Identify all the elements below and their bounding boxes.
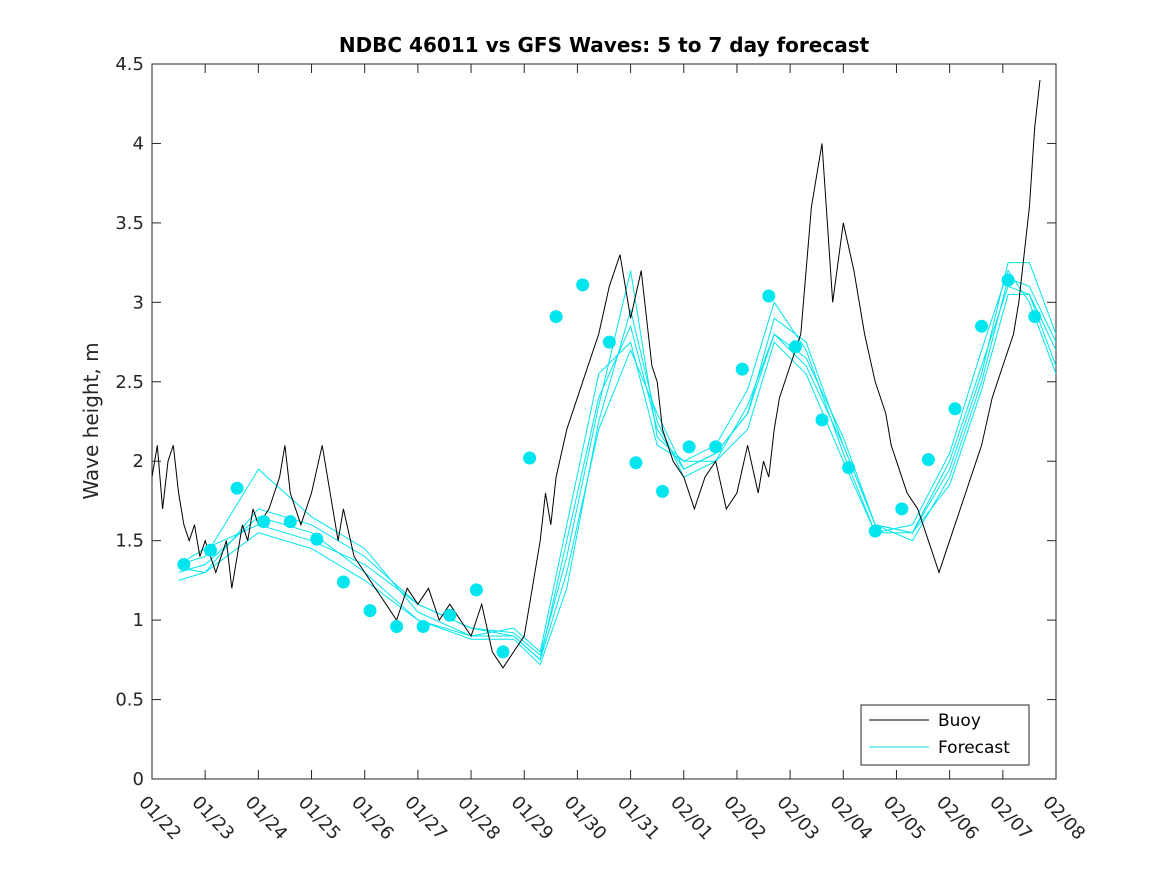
y-tick-label: 4.5: [115, 54, 144, 75]
forecast-marker: [416, 620, 430, 633]
plot-area: [151, 63, 1057, 780]
chart-title: NDBC 46011 vs GFS Waves: 5 to 7 day fore…: [339, 33, 870, 57]
forecast-marker: [469, 583, 483, 597]
legend-buoy-label: Buoy: [938, 711, 981, 731]
forecast-marker: [1028, 310, 1042, 324]
y-tick-label: 0: [133, 769, 144, 790]
forecast-line-4: [178, 262, 1057, 656]
forecast-marker: [576, 278, 590, 292]
y-tick-label: 4: [133, 133, 144, 154]
y-tick-label: 0.5: [115, 690, 144, 711]
forecast-marker: [230, 481, 244, 495]
forecast-marker: [496, 645, 510, 659]
forecast-marker: [602, 335, 616, 349]
forecast-line-5: [178, 293, 1057, 661]
forecast-marker: [735, 362, 749, 376]
legend: Buoy Forecast: [860, 704, 1030, 766]
forecast-marker: [177, 558, 191, 571]
forecast-marker: [283, 515, 297, 529]
forecast-marker: [762, 289, 776, 303]
forecast-marker: [257, 515, 271, 529]
forecast-marker: [523, 451, 537, 465]
forecast-marker: [788, 340, 802, 354]
forecast-marker: [549, 310, 563, 324]
y-tick-label: 3: [133, 292, 144, 313]
y-axis-label: Wave height, m: [79, 342, 103, 499]
forecast-marker: [390, 620, 404, 633]
y-tick-label: 1: [133, 610, 144, 631]
forecast-marker: [842, 461, 856, 475]
forecast-marker: [682, 440, 696, 454]
forecast-marker: [709, 440, 723, 454]
buoy-line: [151, 79, 1041, 669]
forecast-marker: [895, 502, 909, 516]
forecast-marker: [310, 532, 324, 546]
forecast-marker: [1001, 273, 1015, 287]
legend-forecast-label: Forecast: [938, 738, 1010, 758]
y-tick-label: 3.5: [115, 213, 144, 234]
forecast-marker: [629, 456, 643, 470]
series-layer: [151, 79, 1057, 669]
marker-layer: [177, 273, 1042, 659]
forecast-marker: [868, 524, 882, 538]
y-tick-label: 2: [133, 451, 144, 472]
forecast-marker: [948, 402, 962, 416]
legend-box: [860, 704, 1030, 766]
forecast-marker: [975, 319, 989, 333]
forecast-marker: [336, 575, 350, 589]
forecast-marker: [656, 484, 669, 498]
y-tick-label: 2.5: [115, 372, 144, 393]
forecast-marker: [204, 543, 217, 557]
forecast-marker: [921, 453, 935, 467]
forecast-marker: [443, 608, 457, 622]
forecast-marker: [815, 413, 829, 427]
forecast-marker: [363, 604, 377, 618]
y-tick-label: 1.5: [115, 531, 144, 552]
